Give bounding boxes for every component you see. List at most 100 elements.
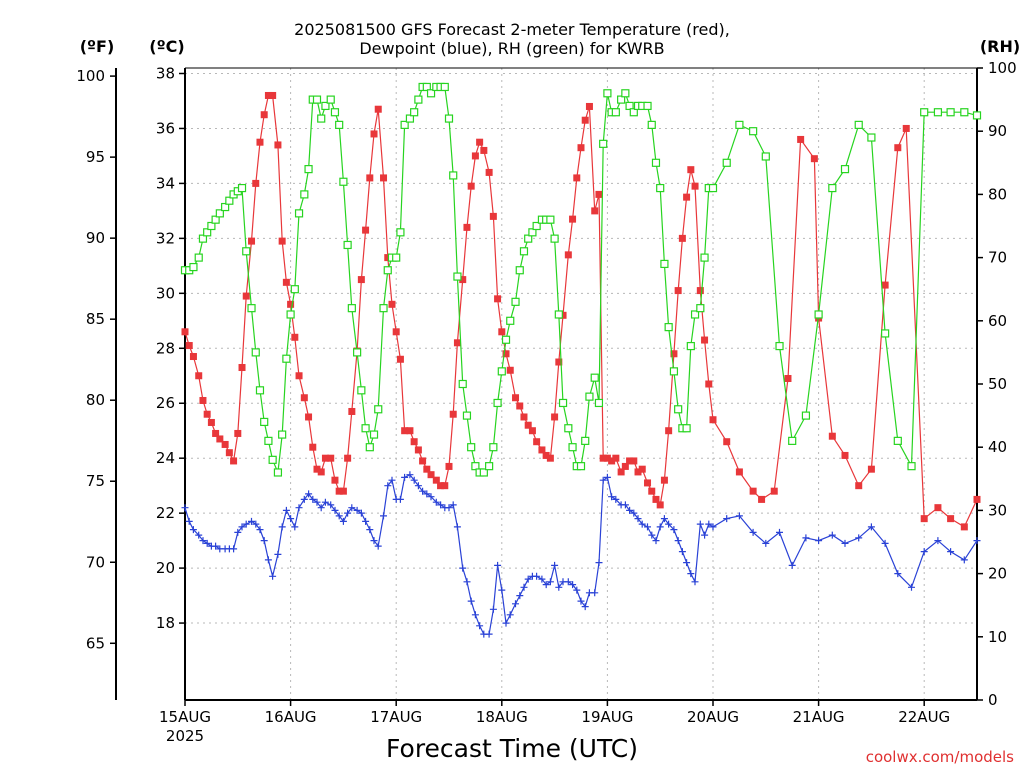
rh-series: [180, 82, 982, 477]
rh-point: [264, 436, 273, 445]
rh-point: [590, 373, 599, 382]
temperature-point: [634, 468, 642, 476]
dewpoint-point: [494, 561, 502, 569]
rh-point: [392, 253, 401, 262]
rh-point: [972, 111, 982, 120]
rh-point: [656, 183, 665, 193]
dewpoint-point: [687, 570, 695, 578]
dewpoint-point: [881, 539, 889, 547]
dewpoint-point: [678, 548, 686, 556]
rh-point: [788, 436, 797, 445]
rh-point: [330, 108, 340, 117]
dewpoint-point: [335, 512, 343, 520]
dewpoint-point: [626, 506, 634, 514]
fahrenheit-tick-label: 90: [86, 229, 105, 247]
temperature-point: [784, 375, 792, 383]
temperature-point: [392, 328, 400, 336]
temperature-point: [427, 471, 435, 479]
temperature-point: [855, 482, 863, 490]
temperature-point: [309, 443, 317, 451]
rh-point: [651, 158, 661, 167]
rh-point: [893, 436, 902, 445]
dewpoint-point: [423, 490, 431, 498]
rh-point: [528, 228, 537, 237]
temperature-point: [644, 479, 652, 487]
dewpoint-point: [608, 493, 616, 501]
dewpoint-point: [471, 611, 479, 619]
temperature-point: [555, 358, 563, 366]
temperature-point: [498, 328, 506, 336]
temperature-point: [321, 454, 329, 462]
credit-link[interactable]: coolwx.com/models: [866, 748, 1014, 766]
dewpoint-point: [648, 531, 656, 539]
time-tick-label: 17AUG: [370, 708, 422, 726]
rh-point: [317, 114, 326, 123]
temperature-point: [626, 457, 634, 465]
dewpoint-point: [203, 539, 211, 547]
rh-point: [237, 183, 247, 193]
rh-point: [735, 120, 744, 129]
time-tick-label: 20AUG: [687, 708, 739, 726]
rh-point: [611, 108, 620, 117]
rh-point: [854, 120, 863, 129]
dewpoint-point: [449, 501, 457, 509]
temperature-point: [459, 276, 467, 284]
rh-point: [458, 379, 467, 389]
temperature-point: [212, 429, 220, 437]
dewpoint-point: [638, 520, 646, 528]
dewpoint-point: [947, 548, 955, 556]
temperature-point: [599, 454, 607, 462]
temperature-point: [630, 457, 638, 465]
temperature-point: [489, 212, 497, 220]
gridlines: [184, 68, 977, 700]
dewpoint-point: [414, 482, 422, 490]
dewpoint-point: [295, 504, 303, 512]
temperature-point: [362, 226, 370, 234]
temperature-point: [934, 504, 942, 512]
temperature-point: [471, 152, 479, 160]
dewpoint-point: [691, 578, 699, 586]
dewpoint-series: [181, 471, 981, 638]
celsius-tick-label: 26: [156, 394, 175, 412]
dewpoint-point: [828, 531, 836, 539]
temperature-point: [894, 144, 902, 152]
temperature-point: [419, 457, 427, 465]
rh-point: [674, 405, 683, 414]
dewpoint-point: [287, 515, 295, 523]
dewpoint-point: [538, 575, 546, 583]
rh-point: [294, 209, 304, 218]
fahrenheit-tick-label: 100: [76, 67, 105, 85]
dewpoint-point: [185, 517, 193, 525]
rh-point: [625, 101, 634, 111]
dewpoint-point: [380, 512, 387, 520]
dewpoint-point: [305, 490, 313, 498]
dewpoint-point: [278, 523, 286, 531]
temperature-point: [573, 174, 581, 182]
temperature-point: [652, 495, 660, 503]
dewpoint-point: [670, 526, 678, 534]
celsius-tick-label: 22: [156, 504, 175, 522]
time-tick-label: 21AUG: [793, 708, 845, 726]
temperature-point: [441, 482, 449, 490]
dewpoint-point: [374, 542, 382, 550]
rh-point: [312, 95, 322, 104]
dewpoint-point: [300, 495, 308, 503]
temperature-point: [282, 278, 290, 286]
rh-point: [203, 228, 212, 237]
rh-point: [211, 215, 220, 224]
dewpoint-point: [524, 575, 532, 583]
time-tick-label: 22AUG: [898, 708, 950, 726]
rh-point: [194, 253, 203, 262]
celsius-tick-label: 24: [156, 449, 175, 467]
temperature-point: [564, 251, 572, 259]
rh-point: [255, 386, 265, 395]
rh-point: [400, 120, 409, 129]
dewpoint-point: [577, 597, 585, 605]
dewpoint-point: [252, 520, 260, 528]
dewpoint-point: [908, 583, 915, 591]
dewpoint-point: [362, 517, 370, 525]
temperature-point: [432, 476, 440, 484]
temperature-point: [181, 328, 189, 336]
rh-point: [621, 89, 630, 98]
temperature-point: [581, 116, 589, 124]
